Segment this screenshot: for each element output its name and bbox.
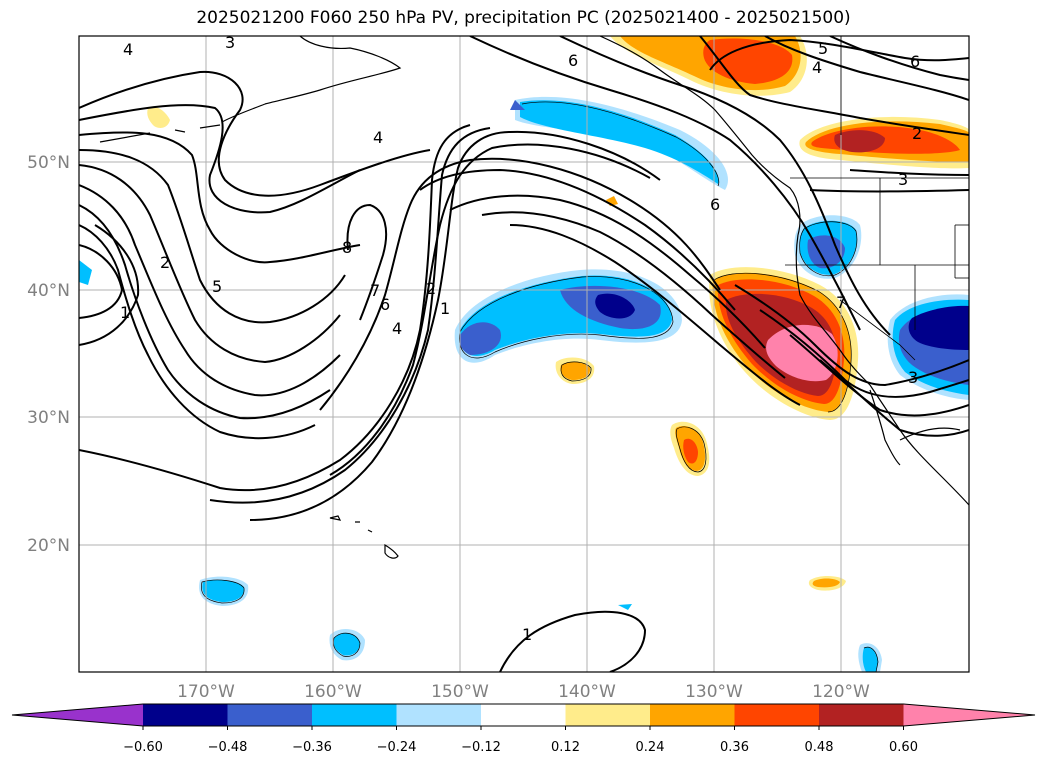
- contour-label: 2: [426, 279, 436, 298]
- contour-label: 6: [380, 295, 390, 314]
- map-title: 2025021200 F060 250 hPa PV, precipitatio…: [196, 8, 851, 28]
- colorbar-segment: [227, 704, 313, 726]
- colorbar-tick-label: −0.12: [461, 740, 501, 755]
- colorbar-tick-label: 0.24: [636, 740, 665, 755]
- lon-label: 160°W: [304, 682, 362, 702]
- colorbar-extend-max: [903, 704, 1035, 726]
- colorbar-tick-label: 0.60: [889, 740, 918, 755]
- contour-label: 4: [373, 128, 383, 147]
- colorbar-segment: [650, 704, 735, 726]
- gridlines: [79, 36, 969, 672]
- contour-label: 6: [910, 52, 920, 71]
- state-borders: [785, 36, 969, 361]
- lon-label: 150°W: [431, 682, 489, 702]
- colorbar-tick-label: −0.24: [377, 740, 417, 755]
- contour-label: 5: [818, 39, 828, 58]
- map-frame: [78, 35, 970, 673]
- colorbar-tick-label: −0.36: [292, 740, 332, 755]
- coastlines: [99, 36, 969, 559]
- precip-positive-shading: [147, 36, 969, 591]
- contour-label: 1: [120, 303, 130, 322]
- contour-label: 1: [522, 625, 532, 644]
- colorbar-segment: [734, 704, 820, 726]
- contour-labels: 4 3 6 5 4 6 4 2 3 6 8 2 5 1 7 6 4 2 1 7 …: [120, 33, 922, 644]
- contour-label: 2: [912, 124, 922, 143]
- lon-label: 120°W: [812, 682, 870, 702]
- lon-label: 130°W: [685, 682, 743, 702]
- precip-outlines: [201, 101, 879, 672]
- colorbar-tick-label: 0.36: [720, 740, 749, 755]
- contour-label: 3: [898, 170, 908, 189]
- lat-label: 40°N: [27, 281, 70, 301]
- lat-label: 50°N: [27, 153, 70, 173]
- colorbar-tick-label: 0.48: [805, 740, 834, 755]
- contour-label: 1: [440, 299, 450, 318]
- contour-label: 6: [710, 195, 720, 214]
- colorbar: −0.60 −0.48 −0.36 −0.24 −0.12 0.12 0.24 0.36 0.4…: [11, 703, 1036, 755]
- contour-label: 7: [836, 293, 846, 312]
- lat-labels: 50°N 40°N 30°N 20°N: [27, 153, 70, 556]
- lat-label: 20°N: [27, 536, 70, 556]
- contour-label: 6: [568, 51, 578, 70]
- colorbar-tick-label: −0.60: [123, 740, 163, 755]
- colorbar-segment: [565, 704, 651, 726]
- contour-label: 3: [225, 33, 235, 52]
- contour-label: 3: [908, 368, 918, 387]
- colorbar-tick-label: 0.12: [551, 740, 580, 755]
- lat-label: 30°N: [27, 408, 70, 428]
- map-content: 4 3 6 5 4 6 4 2 3 6 8 2 5 1 7 6 4 2 1 7 …: [79, 33, 969, 672]
- contour-label: 5: [212, 277, 222, 296]
- contour-label: 4: [123, 40, 133, 59]
- contour-label: 7: [370, 281, 380, 300]
- contour-label: 4: [392, 319, 402, 338]
- contour-label: 2: [160, 253, 170, 272]
- colorbar-segment: [481, 704, 566, 726]
- colorbar-tick-label: −0.48: [208, 740, 248, 755]
- colorbar-extend-min: [12, 704, 143, 726]
- lon-labels: 170°W 160°W 150°W 140°W 130°W 120°W: [177, 682, 870, 702]
- colorbar-segment: [312, 704, 397, 726]
- pv-contours: [79, 36, 969, 672]
- contour-label: 8: [342, 238, 352, 257]
- colorbar-segment: [819, 704, 904, 726]
- lon-label: 170°W: [177, 682, 235, 702]
- contour-label: 4: [812, 58, 822, 77]
- colorbar-segment: [396, 704, 482, 726]
- colorbar-segment: [143, 704, 228, 726]
- lon-label: 140°W: [558, 682, 616, 702]
